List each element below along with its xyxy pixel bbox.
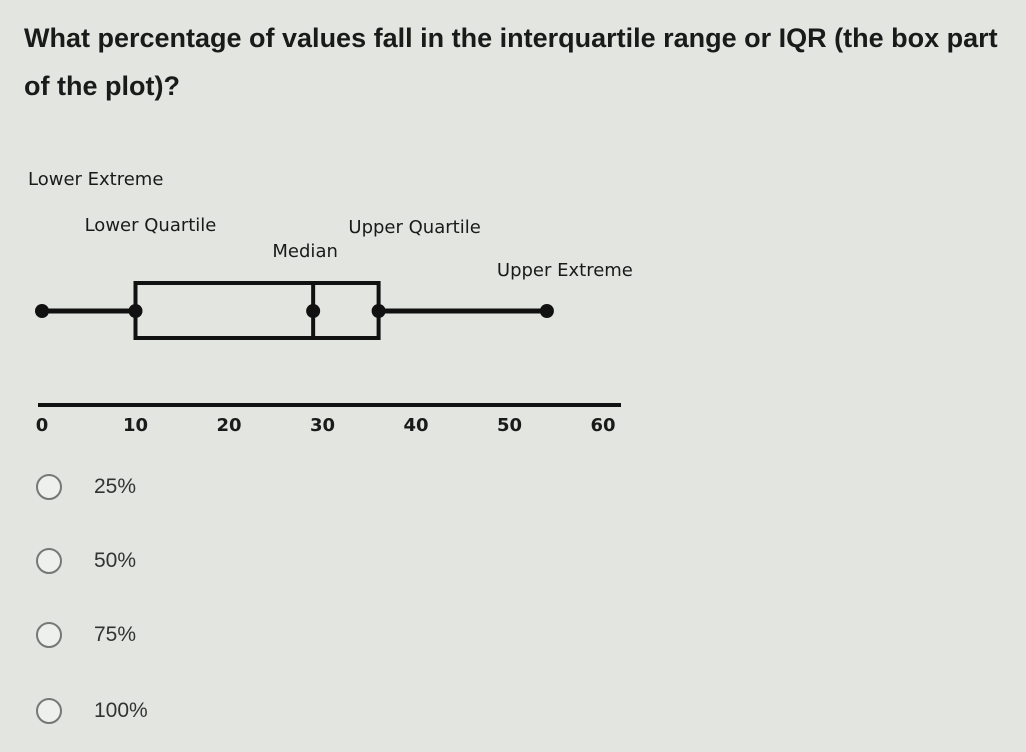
- annotation: Lower Extreme: [28, 169, 163, 190]
- radio-button[interactable]: [36, 548, 62, 574]
- option[interactable]: 25%: [36, 472, 136, 502]
- annotation: Upper Extreme: [497, 260, 633, 281]
- point-median: [306, 304, 321, 318]
- x-tick-label: 20: [216, 415, 241, 436]
- point-q3: [371, 304, 386, 318]
- x-tick-label: 10: [123, 415, 148, 436]
- radio-button[interactable]: [36, 698, 62, 724]
- option[interactable]: 75%: [36, 620, 136, 650]
- point-min: [35, 304, 49, 318]
- point-q1: [128, 304, 143, 318]
- x-tick-label: 0: [36, 415, 49, 436]
- annotation: Upper Quartile: [348, 217, 480, 238]
- x-tick-label: 40: [403, 415, 428, 436]
- point-max: [539, 304, 554, 318]
- box: [133, 281, 381, 340]
- box-plot: 0 10 20 30 40 50 60 Lower Extreme Lower Quartile…: [28, 169, 633, 436]
- option-label[interactable]: 100%: [94, 699, 148, 722]
- question: What percentage of values fall in the in…: [24, 23, 998, 101]
- radio-button[interactable]: [36, 622, 62, 648]
- option[interactable]: 50%: [36, 546, 136, 576]
- option-label[interactable]: 25%: [94, 475, 137, 498]
- x-tick-label: 60: [590, 415, 615, 436]
- x-tick-label: 30: [310, 415, 335, 436]
- option-label[interactable]: 75%: [94, 623, 137, 646]
- option-label[interactable]: 50%: [94, 549, 137, 572]
- radio-button[interactable]: [36, 474, 62, 500]
- annotation: Lower Quartile: [85, 215, 217, 236]
- option[interactable]: 100%: [36, 696, 148, 726]
- annotation: Median: [272, 241, 337, 262]
- x-tick-label: 50: [497, 415, 522, 436]
